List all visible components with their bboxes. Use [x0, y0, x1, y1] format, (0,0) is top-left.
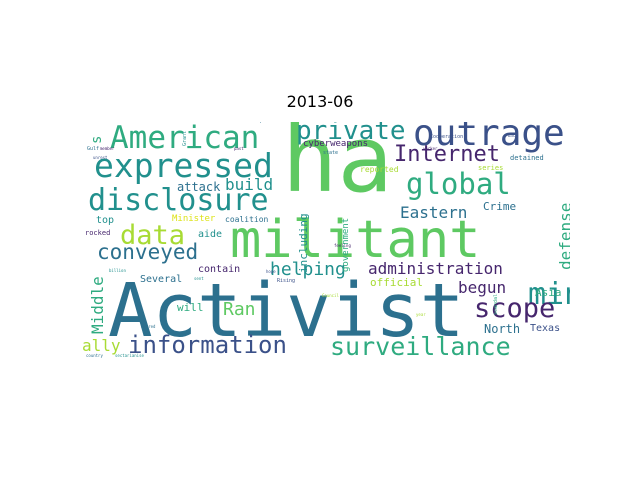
- word-ally: ally: [82, 336, 121, 355]
- word-global: global: [406, 167, 511, 201]
- word-information: information: [128, 331, 287, 359]
- word-year: year: [416, 312, 426, 317]
- word-rising: Rising: [277, 278, 296, 284]
- word-past: past: [234, 146, 244, 151]
- word-including: including: [297, 213, 310, 273]
- word-sent: sent: [194, 276, 204, 281]
- word-scope: scope: [474, 293, 556, 324]
- word-administration: administration: [368, 259, 503, 278]
- word-corruption: corruption: [245, 122, 275, 124]
- word-cooperation: Cooperation: [430, 134, 464, 140]
- word-rocked: rocked: [85, 229, 111, 237]
- word-s: s: [89, 135, 105, 144]
- word-scandal: scandal: [493, 293, 499, 315]
- word-disclosure: disclosure: [88, 183, 269, 218]
- word-internet: Internet: [394, 142, 500, 167]
- word-crime: Crime: [483, 200, 517, 213]
- word-middle: Middle: [88, 276, 107, 334]
- word-surveillance: surveillance: [330, 332, 511, 361]
- word-helping: helping: [270, 259, 346, 280]
- word-private: private: [296, 122, 406, 146]
- word-feeling: feeling: [334, 243, 351, 248]
- word-hatred: hatred: [141, 324, 156, 329]
- word-state: state: [323, 150, 339, 156]
- word-top: top: [96, 215, 115, 226]
- word-eastern: Eastern: [400, 203, 468, 222]
- word-billion: billion: [109, 268, 126, 273]
- word-council: Council: [322, 293, 339, 298]
- word-unrest: unrest: [93, 155, 108, 160]
- word-coalition: coalition: [225, 215, 269, 224]
- word-data: data: [120, 220, 186, 251]
- word-contain: contain: [198, 264, 241, 275]
- word-activist: Activist: [108, 268, 465, 354]
- word-several: Several: [140, 274, 183, 285]
- word-militant: militant: [230, 210, 481, 270]
- word-detained: detained: [510, 154, 544, 162]
- word-begun: begun: [458, 278, 507, 297]
- word-attack: attack: [177, 180, 221, 194]
- word-defense: defense: [556, 202, 570, 270]
- word-texas: Texas: [530, 323, 561, 334]
- word-will: will: [177, 301, 204, 314]
- word-member: member: [100, 146, 115, 151]
- word-series: series: [478, 164, 504, 172]
- word-outrage: outrage: [413, 122, 565, 154]
- word-reported: reported: [360, 165, 399, 174]
- word-mining: mining: [528, 277, 570, 312]
- word-worker: worker: [423, 146, 438, 151]
- word-aide: aide: [198, 229, 223, 240]
- word-minister: Minister: [172, 214, 216, 224]
- word-expressed: expressed: [94, 146, 273, 185]
- figure-title: 2013-06: [286, 92, 354, 111]
- word-ha: ha: [282, 122, 393, 213]
- word-ran: Ran: [223, 299, 256, 320]
- word-conveyed: conveyed: [97, 240, 199, 264]
- word-official: official: [370, 276, 423, 289]
- word-cloud: ha Activist militant American expressed …: [80, 122, 570, 367]
- word-grant: Grant: [182, 130, 188, 146]
- word-north: North: [484, 322, 521, 336]
- word-asia: Asia: [535, 286, 562, 299]
- word-hope: hope: [266, 269, 276, 274]
- word-cyberweapons: cyberweapons: [303, 139, 369, 149]
- word-gulf: Gulf: [87, 146, 100, 152]
- word-back: back: [508, 133, 518, 138]
- word-build: build: [225, 175, 274, 194]
- word-country: country: [86, 353, 103, 358]
- word-american: American: [110, 122, 260, 156]
- word-sectarianise: sectarianise: [115, 353, 144, 358]
